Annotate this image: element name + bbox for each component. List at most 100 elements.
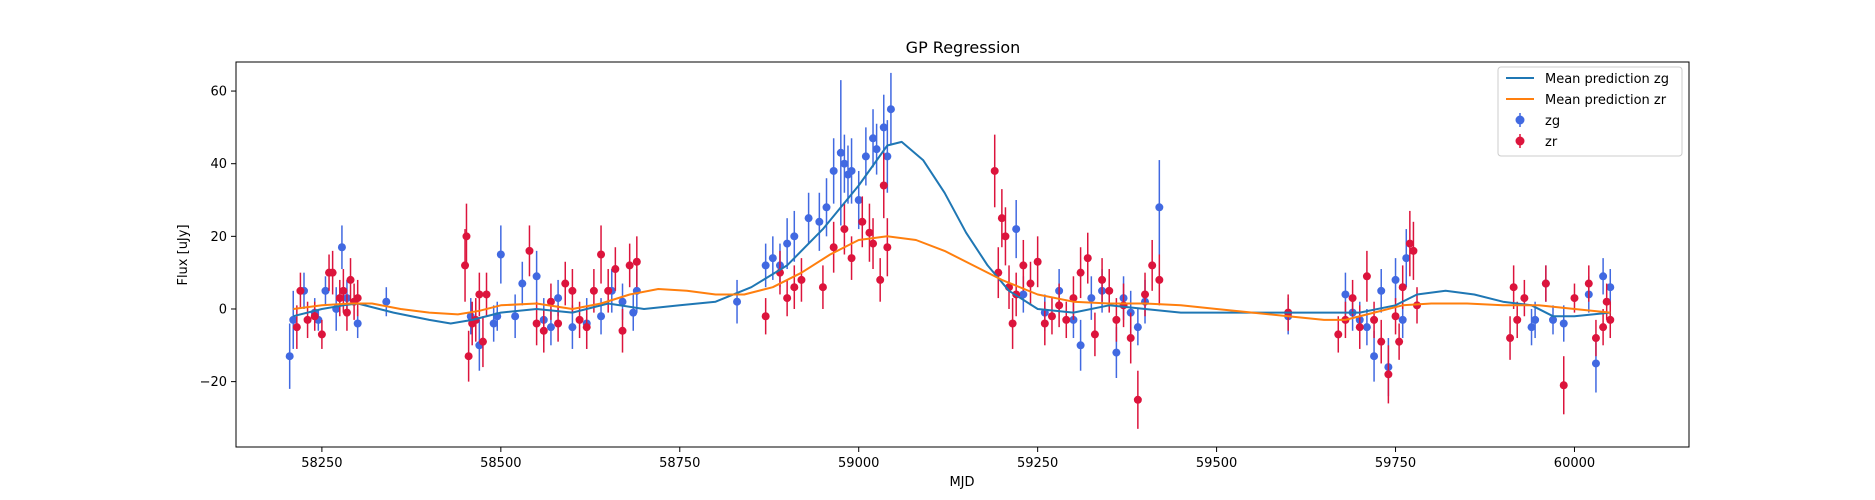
data-point-zg [872,145,881,154]
data-point-zg [847,166,856,175]
legend-box [1497,66,1683,157]
data-point-zr [829,243,838,252]
data-point-zg [489,319,498,328]
data-point-zr [1606,315,1615,324]
data-point-zr [339,286,348,295]
data-point-zg [1370,352,1379,361]
y-tick-label: 60 [210,85,227,100]
data-point-zr [342,308,351,317]
data-point-zr [292,323,301,332]
data-point-zr [1019,261,1028,270]
data-point-zr [1355,323,1364,332]
data-point-zr [1141,290,1150,299]
data-point-zg [1076,341,1085,350]
x-tick-label: 60000 [1554,456,1595,471]
data-point-zg [761,261,770,270]
x-axis: 58250 58500 58750 59000 59250 59500 59750 60000 [301,447,1595,471]
data-point-zg [1377,286,1386,295]
data-point-zr [346,275,355,284]
data-point-zg [554,294,563,303]
data-point-zr [876,275,885,284]
data-point-zr [1570,294,1579,303]
data-point-zg [783,239,792,248]
x-tick-label: 58250 [301,456,342,471]
y-tick-label: −20 [200,375,227,390]
line-mean-prediction-zr [293,235,1611,321]
data-point-zr [539,326,548,335]
data-point-zr [554,319,563,328]
data-point-zr [532,319,541,328]
data-point-zr [525,246,534,255]
data-point-zr [625,261,634,270]
data-point-zr [1001,232,1010,241]
data-point-zr [1370,315,1379,324]
data-point-zg [1087,294,1096,303]
data-point-zg [597,312,606,321]
data-point-zg [285,352,294,361]
y-tick-label: 0 [219,302,227,317]
data-point-zg [1606,283,1615,292]
data-point-zg [1155,203,1164,212]
data-point-zg [836,148,845,157]
data-point-zr [461,261,470,270]
data-point-zg [1012,225,1021,234]
legend-marker-zg [1515,115,1525,125]
data-point-zr [568,286,577,295]
data-point-zr [1384,370,1393,379]
axes-frame [235,61,1690,448]
data-point-zr [883,243,892,252]
data-point-zg [568,323,577,332]
data-point-zr [561,279,570,288]
data-point-zg [1559,319,1568,328]
data-point-zg [804,214,813,223]
data-point-zr [1105,286,1114,295]
data-point-zg [1402,254,1411,263]
data-point-zg [1019,290,1028,299]
data-point-zg [790,232,799,241]
data-point-zg [382,297,391,306]
data-point-zr [1055,301,1064,310]
data-point-zr [604,286,613,295]
data-point-zr [869,239,878,248]
data-point-zr [618,326,627,335]
data-point-zr [790,283,799,292]
data-point-zg [629,308,638,317]
data-point-zr [997,214,1006,223]
data-point-zr [1377,337,1386,346]
data-point-zr [1334,330,1343,339]
data-point-zr [1591,334,1600,343]
line-mean-prediction-zg [293,140,1611,325]
data-point-zr [1559,381,1568,390]
data-point-zr [353,294,362,303]
data-point-zr [797,275,806,284]
x-tick-label: 58750 [659,456,700,471]
data-point-zg [321,286,330,295]
data-point-zg [532,272,541,281]
legend-label-zg-mean: Mean prediction zg [1545,72,1669,87]
data-point-zr [1026,279,1035,288]
data-point-zg [511,312,520,321]
data-point-zg [1591,359,1600,368]
data-point-zr [611,265,620,274]
x-tick-label: 59750 [1375,456,1416,471]
data-point-zr [1541,279,1550,288]
data-point-zg [1549,315,1558,324]
data-point-zr [1090,330,1099,339]
y-axis-label: Flux [uJy] [176,224,191,285]
data-point-zg [768,254,777,263]
data-point-zr [1599,323,1608,332]
data-point-zr [840,225,849,234]
data-point-zr [1520,294,1529,303]
data-point-zg [815,217,824,226]
data-point-zg [1341,290,1350,299]
data-point-zr [482,290,491,299]
data-point-zr [1409,246,1418,255]
plot-area [285,72,1615,429]
data-point-zr [858,217,867,226]
data-point-zg [1398,315,1407,324]
data-point-zr [475,290,484,299]
data-point-zr [462,232,471,241]
data-point-zr [310,312,319,321]
legend-label-zg: zg [1545,114,1560,129]
